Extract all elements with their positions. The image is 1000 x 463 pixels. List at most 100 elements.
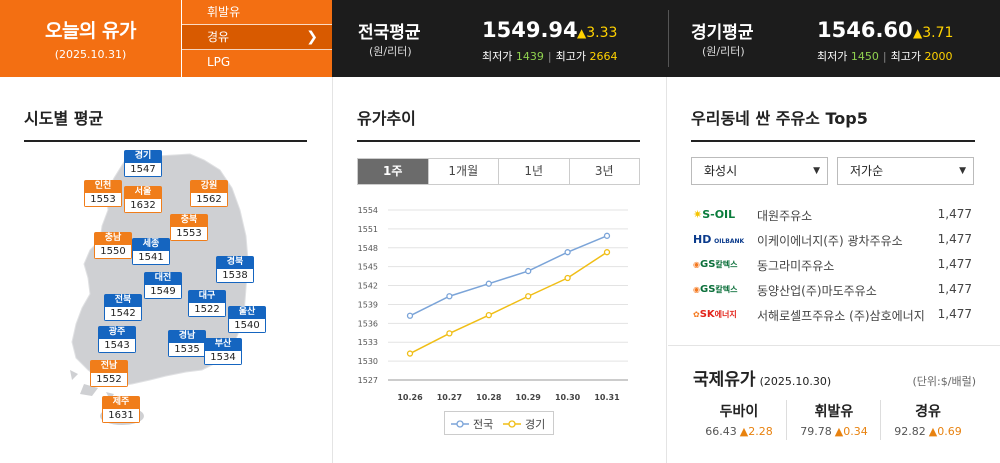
trend-panel-title: 유가추이	[357, 105, 640, 142]
legend-item-national[interactable]: 전국	[451, 418, 493, 431]
triangle-up-icon: ▲	[913, 26, 923, 40]
region-select-value: 화성시	[704, 164, 738, 178]
national-min-value: 1439	[515, 50, 544, 63]
station-row[interactable]: HD OILBANK 이케이에너지(주) 광차주유소 1,477	[690, 228, 975, 253]
intl-item-value: 92.82 ▲0.69	[883, 425, 973, 438]
station-name: 이케이에너지(주) 광차주유소	[757, 234, 903, 248]
gyeonggi-min-label: 최저가	[817, 50, 848, 63]
tab-gasoline[interactable]: 휘발유	[182, 0, 332, 25]
data-point[interactable]	[406, 312, 414, 319]
divider	[880, 400, 881, 440]
tab-lpg[interactable]: LPG	[182, 50, 332, 75]
data-point[interactable]	[446, 293, 453, 300]
national-average-price: 1549.94	[482, 18, 578, 42]
tab-3year[interactable]: 3년	[568, 159, 640, 184]
legend-label-national: 전국	[473, 418, 493, 431]
caret-down-icon: ▼	[813, 166, 820, 176]
intl-gasoline: 휘발유 79.78 ▲0.34	[789, 401, 879, 438]
region-name: 강원	[190, 180, 228, 193]
gyeonggi-min-max: 최저가 1450 | 최고가 2000	[817, 50, 953, 63]
intl-diesel: 경유 92.82 ▲0.69	[883, 401, 973, 438]
banner-date: (2025.10.31)	[54, 48, 127, 61]
station-row[interactable]: ◉GS칼텍스 동양산업(주)마도주유소 1,477	[690, 278, 975, 303]
intl-title-text: 국제유가	[693, 370, 756, 390]
region-badge[interactable]: 울산 1540	[228, 306, 266, 333]
data-point[interactable]	[485, 311, 492, 319]
region-badge[interactable]: 경기 1547	[124, 150, 162, 177]
region-select[interactable]: 화성시 ▼	[691, 157, 828, 185]
region-badge[interactable]: 대구 1522	[188, 290, 226, 317]
hd-hyundai-oilbank-logo-icon: HD OILBANK	[693, 233, 745, 246]
region-value: 1631	[102, 409, 140, 423]
region-value: 1549	[144, 285, 182, 299]
region-badge[interactable]: 부산 1534	[204, 338, 242, 365]
station-row[interactable]: ◉GS칼텍스 동그라미주유소 1,477	[690, 253, 975, 278]
station-row[interactable]: ✿SK에너지 서해로셀프주유소 (주)삼호에너지 1,477	[690, 303, 975, 328]
station-row[interactable]: ✷S-OIL 대원주유소 1,477	[690, 203, 975, 228]
region-badge[interactable]: 세종 1541	[132, 238, 170, 265]
intl-item-value: 66.43 ▲2.28	[694, 425, 784, 438]
y-tick-label: 1545	[358, 263, 378, 272]
region-value: 1522	[188, 303, 226, 317]
region-badge[interactable]: 전북 1542	[104, 294, 142, 321]
region-value: 1542	[104, 307, 142, 321]
intl-change: 0.69	[937, 425, 962, 438]
region-badge[interactable]: 경북 1538	[216, 256, 254, 283]
region-badge[interactable]: 인천 1553	[84, 180, 122, 207]
data-point[interactable]	[603, 232, 611, 239]
region-badge[interactable]: 경남 1535	[168, 330, 206, 357]
tab-1week[interactable]: 1주	[358, 159, 428, 184]
x-tick-label: 10.31	[594, 393, 620, 402]
national-min-label: 최저가	[482, 50, 513, 63]
period-tabs: 1주 1개월 1년 3년	[357, 158, 640, 185]
region-name: 부산	[204, 338, 242, 351]
gyeonggi-average-price: 1546.60	[817, 18, 913, 42]
region-badge[interactable]: 강원 1562	[190, 180, 228, 207]
station-name: 동그라미주유소	[757, 259, 835, 273]
region-value: 1538	[216, 269, 254, 283]
gyeonggi-average-unit: (원/리터)	[702, 45, 745, 58]
data-point[interactable]	[485, 280, 492, 287]
data-point[interactable]	[406, 350, 414, 357]
data-point[interactable]	[564, 274, 571, 282]
gyeonggi-min-value: 1450	[850, 50, 879, 63]
region-name: 세종	[132, 238, 170, 251]
tab-1month[interactable]: 1개월	[427, 159, 499, 184]
tab-lpg-label: LPG	[207, 55, 231, 69]
column-divider	[666, 77, 667, 463]
station-price: 1,477	[937, 282, 972, 296]
legend-item-gyeonggi[interactable]: 경기	[503, 418, 545, 431]
tab-diesel[interactable]: 경유 ❯	[182, 25, 332, 50]
data-point[interactable]	[525, 267, 532, 275]
national-change-value: 3.33	[586, 25, 618, 41]
data-point[interactable]	[603, 249, 611, 256]
region-value: 1632	[124, 199, 162, 213]
tab-diesel-label: 경유	[207, 30, 230, 44]
data-point[interactable]	[446, 330, 453, 337]
region-value: 1562	[190, 193, 228, 207]
gyeonggi-change-value: 3.71	[922, 25, 954, 41]
x-tick-label: 10.28	[476, 393, 502, 402]
tab-1year[interactable]: 1년	[498, 159, 569, 184]
triangle-up-icon: ▲	[577, 26, 587, 40]
region-value: 1541	[132, 251, 170, 265]
y-tick-label: 1554	[358, 206, 378, 215]
intl-item-name: 두바이	[719, 404, 759, 420]
intl-unit: (단위:$/배럴)	[912, 375, 976, 388]
region-badge[interactable]: 충남 1550	[94, 232, 132, 259]
region-badge[interactable]: 전남 1552	[90, 360, 128, 387]
y-tick-label: 1551	[358, 225, 378, 234]
data-point[interactable]	[525, 293, 532, 300]
region-badge[interactable]: 충북 1553	[170, 214, 208, 241]
region-badge[interactable]: 서울 1632	[124, 186, 162, 213]
series-line-1	[409, 251, 608, 355]
station-price: 1,477	[937, 307, 972, 321]
region-badge[interactable]: 광주 1543	[98, 326, 136, 353]
triangle-up-icon: ▲	[834, 425, 844, 438]
data-point[interactable]	[564, 249, 571, 256]
y-tick-label: 1536	[358, 319, 378, 328]
region-name: 울산	[228, 306, 266, 319]
region-badge[interactable]: 대전 1549	[144, 272, 182, 299]
region-badge[interactable]: 제주 1631	[102, 396, 140, 423]
sort-select[interactable]: 저가순 ▼	[837, 157, 974, 185]
